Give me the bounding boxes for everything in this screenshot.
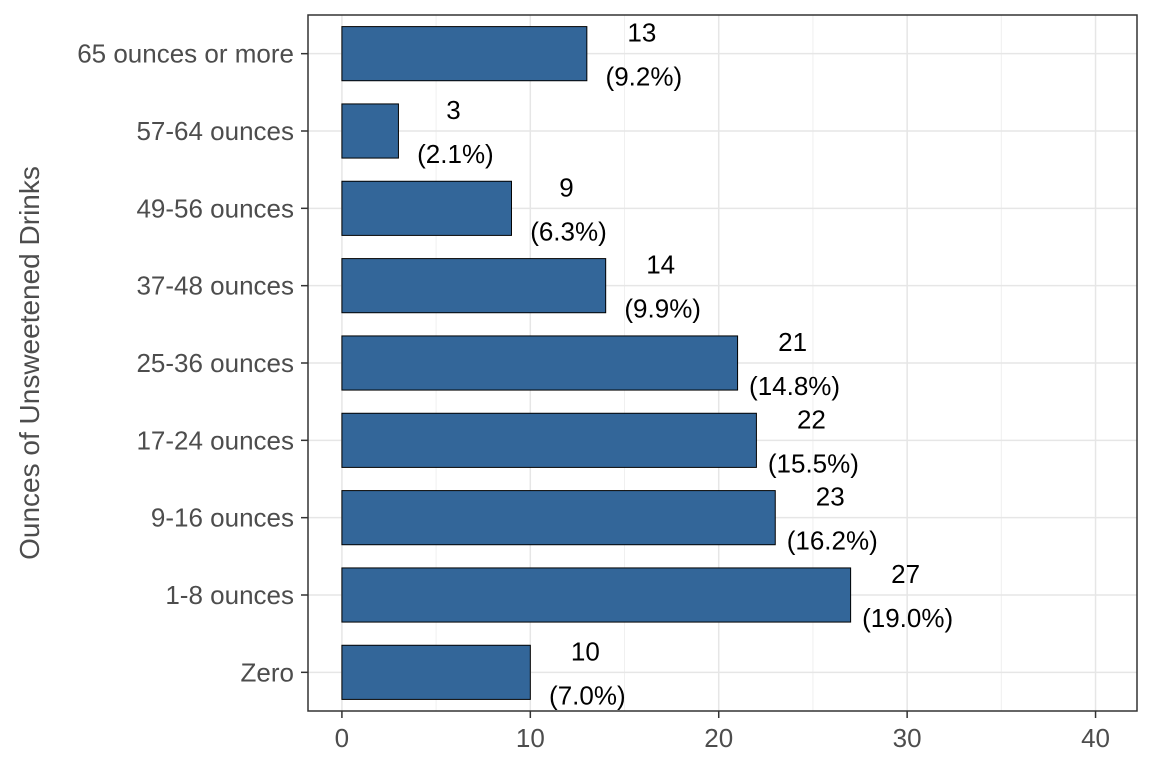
bars-layer <box>341 26 852 700</box>
category-label: 9-16 ounces <box>151 503 294 533</box>
bar-percent-label: (2.1%) <box>417 139 494 169</box>
category-label: 25-36 ounces <box>136 348 294 378</box>
bar-percent-label: (9.9%) <box>624 294 701 324</box>
bar <box>341 335 739 391</box>
bar-count-label: 14 <box>646 250 675 280</box>
category-label: 37-48 ounces <box>136 271 294 301</box>
bar <box>341 490 776 546</box>
bar <box>341 644 531 700</box>
category-label: 57-64 ounces <box>136 116 294 146</box>
y-axis-title: Ounces of Unsweetened Drinks <box>14 166 45 560</box>
bar-count-label: 27 <box>891 559 920 589</box>
bar-percent-label: (15.5%) <box>768 448 859 478</box>
bar <box>341 567 852 623</box>
bar-count-label: 22 <box>797 404 826 434</box>
bar-count-label: 23 <box>816 482 845 512</box>
bar <box>341 103 399 159</box>
bar-percent-label: (16.2%) <box>787 526 878 556</box>
bar-count-label: 13 <box>627 18 656 48</box>
bar <box>341 412 757 468</box>
bar-percent-label: (14.8%) <box>749 371 840 401</box>
bar-percent-label: (19.0%) <box>862 603 953 633</box>
x-tick-label: 20 <box>704 723 733 753</box>
category-label: 49-56 ounces <box>136 193 294 223</box>
bar-count-label: 21 <box>778 327 807 357</box>
category-label: 65 ounces or more <box>77 39 294 69</box>
bar-percent-label: (6.3%) <box>530 216 607 246</box>
x-tick-label: 0 <box>335 723 349 753</box>
bar <box>341 180 512 236</box>
category-label: 17-24 ounces <box>136 425 294 455</box>
data-labels-layer: 10 (7.0%) 27 (19.0%) 23 (16.2%) 22 (15.5%) 21 (14… <box>417 18 953 711</box>
bar <box>341 258 607 314</box>
x-tick-label: 30 <box>893 723 922 753</box>
bar-count-label: 10 <box>571 636 600 666</box>
bar-count-label: 3 <box>446 95 460 125</box>
bar-count-label: 9 <box>559 172 573 202</box>
x-tick-label: 40 <box>1081 723 1110 753</box>
category-label: Zero <box>241 657 294 687</box>
bar-percent-label: (7.0%) <box>549 680 626 710</box>
axes-layer: 0 10 20 30 40 Zero 1-8 ounces 9-16 ounces 17-24 … <box>77 39 1110 753</box>
bar <box>341 26 588 82</box>
category-label: 1-8 ounces <box>165 580 294 610</box>
bar-percent-label: (9.2%) <box>606 62 683 92</box>
x-tick-label: 10 <box>516 723 545 753</box>
